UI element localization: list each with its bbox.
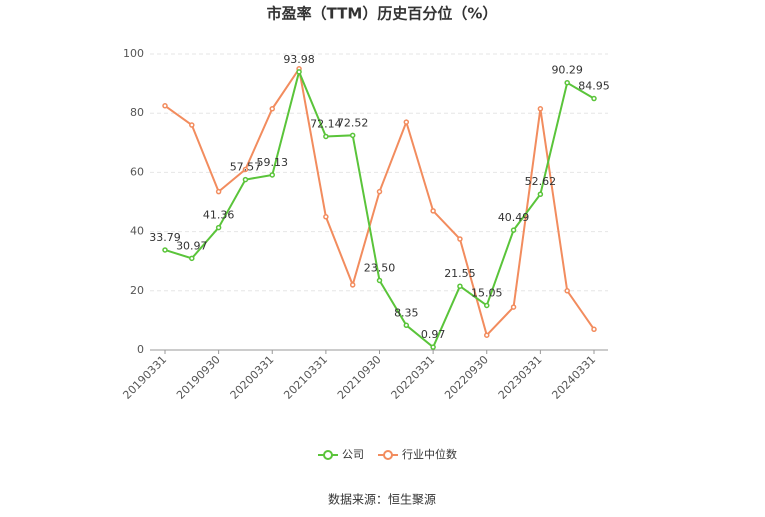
point: [430, 208, 436, 214]
point: [484, 332, 490, 338]
point: [537, 191, 544, 197]
data-label: 41.36: [203, 209, 235, 222]
point: [457, 283, 463, 289]
point: [215, 188, 222, 195]
data-label: 93.98: [283, 53, 315, 66]
data-label: 15.05: [471, 286, 503, 299]
point: [376, 277, 383, 284]
point: [189, 255, 195, 262]
x-tick-label: 20240331: [549, 353, 598, 402]
x-tick-label: 20230331: [496, 353, 545, 402]
point: [215, 224, 222, 231]
legend-marker: [323, 450, 333, 460]
x-tick-label: 20210930: [335, 353, 384, 402]
point: [510, 227, 517, 233]
data-label: 57.57: [230, 161, 262, 174]
point: [403, 322, 410, 329]
legend-marker: [383, 450, 393, 460]
data-label: 8.35: [394, 306, 419, 319]
data-label: 84.95: [578, 80, 610, 93]
data-label: 33.79: [149, 231, 181, 244]
point: [403, 119, 410, 125]
y-tick-label: 40: [130, 225, 144, 238]
series-line: [164, 66, 595, 338]
data-label: 52.62: [525, 175, 557, 188]
data-label: 21.55: [444, 267, 476, 280]
chart-title: 市盈率（TTM）历史百分位（%）: [267, 5, 498, 23]
point: [162, 247, 168, 253]
x-tick-label: 20210331: [281, 353, 330, 402]
data-label: 59.13: [257, 156, 289, 169]
x-tick-label: 20200331: [228, 353, 277, 402]
legend-label: 行业中位数: [402, 447, 457, 461]
point: [323, 214, 329, 220]
y-tick-label: 80: [130, 106, 144, 119]
data-label: 40.49: [498, 211, 530, 224]
x-tick-label: 20220930: [442, 353, 491, 402]
point: [296, 69, 302, 75]
point: [269, 172, 275, 178]
point: [510, 304, 517, 310]
data-label: 30.97: [176, 239, 208, 252]
y-tick-label: 60: [130, 165, 144, 178]
data-label: 72.52: [337, 116, 369, 129]
point: [564, 79, 570, 86]
point: [484, 302, 490, 309]
y-tick-label: 100: [123, 47, 144, 60]
point: [162, 103, 168, 109]
data-label: 90.29: [551, 64, 583, 77]
point: [537, 106, 544, 112]
point: [430, 344, 436, 350]
y-tick-label: 0: [137, 343, 144, 356]
point: [323, 133, 329, 140]
legend-label: 公司: [342, 448, 364, 461]
data-label: 0.97: [421, 328, 446, 341]
y-tick-label: 20: [130, 284, 144, 297]
point: [457, 236, 463, 242]
x-tick-label: 20190331: [120, 353, 169, 402]
x-tick-label: 20190930: [174, 353, 223, 402]
x-tick-label: 20220331: [389, 353, 438, 402]
point: [189, 122, 195, 128]
point: [349, 282, 356, 288]
data-label: 23.50: [364, 261, 396, 274]
point: [242, 166, 249, 173]
point: [591, 326, 597, 333]
source: 数据来源：恒生聚源: [328, 492, 436, 507]
point: [269, 106, 275, 112]
point: [591, 95, 597, 102]
data-label: 72.14: [310, 117, 342, 130]
point: [242, 176, 249, 183]
point: [349, 132, 356, 139]
point: [564, 288, 570, 294]
point: [376, 188, 383, 195]
